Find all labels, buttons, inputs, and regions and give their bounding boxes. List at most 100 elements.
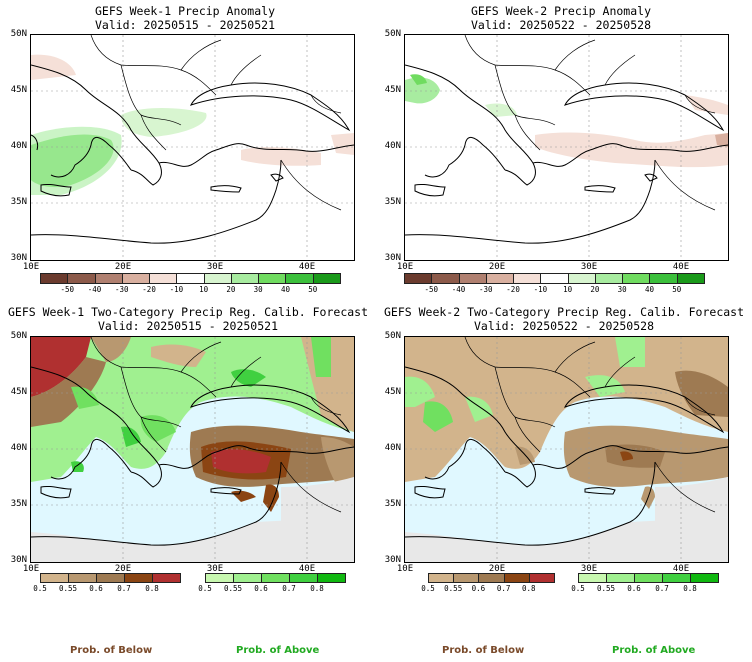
colorbar-tick-label: 10 [563, 285, 573, 294]
lat-label: 50N [10, 331, 27, 341]
panel-valid-dates: Valid: 20250515 - 20250521 [97, 319, 278, 333]
colorbar-swatch [233, 573, 262, 583]
colorbar-tick-label: 0.55 [58, 584, 78, 593]
below-colorbar [40, 573, 181, 583]
colorbar-tick-label: -20 [142, 285, 156, 294]
colorbar-tick-label: -30 [479, 285, 493, 294]
colorbar-tick-label: 50 [308, 285, 318, 294]
panel-title: GEFS Week-2 Precip Anomaly [470, 4, 651, 18]
above-colorbar-ticks: 0.5 0.55 0.6 0.7 0.8 [571, 584, 718, 594]
colorbar-tick-label: 0.5 [198, 584, 212, 593]
lat-label: 40N [384, 141, 401, 151]
colorbar-tick-label: -10 [533, 285, 548, 294]
colorbar-swatch [261, 573, 290, 583]
colorbar-swatch [540, 273, 569, 284]
colorbar-swatch [503, 573, 530, 583]
colorbar-swatch [513, 273, 542, 284]
colorbar-tick-label: 20 [226, 285, 236, 294]
colorbar-swatch [453, 573, 480, 583]
lon-label: 20E [114, 262, 132, 272]
lon-label: 20E [488, 262, 506, 272]
colorbar-tick-label: 30 [617, 285, 627, 294]
colorbar-tick-label: 0.6 [471, 584, 486, 593]
colorbar-tick-label: 0.55 [223, 584, 243, 593]
colorbar-tick-label: 10 [199, 285, 209, 294]
colorbar-tick-label: 0.7 [282, 584, 296, 593]
lat-label: 35N [10, 197, 27, 207]
colorbar-tick-label: 0.6 [254, 584, 268, 593]
lon-label: 30E [206, 262, 224, 272]
colorbar-swatch [622, 273, 651, 284]
anomaly-colorbar-ticks: -50 -40 -30 -20 -10 10 20 30 40 50 [404, 285, 704, 295]
lat-label: 45N [10, 85, 27, 95]
colorbar-tick-label: 0.5 [571, 584, 585, 593]
colorbar-swatch [40, 273, 69, 284]
colorbar-swatch [578, 573, 607, 583]
colorbar-swatch [40, 573, 69, 583]
panel-title: GEFS Week-1 Precip Anomaly [94, 4, 275, 18]
map-week1-anomaly [30, 34, 355, 261]
colorbar-tick-label: 0.55 [596, 584, 616, 593]
lon-label: 10E [396, 564, 414, 574]
colorbar-swatch [258, 273, 287, 284]
colorbar-swatch [634, 573, 663, 583]
lat-label: 50N [10, 29, 27, 39]
colorbar-tick-label: -50 [60, 285, 75, 294]
map-week1-category [30, 336, 355, 563]
colorbar-tick-label: 0.5 [421, 584, 435, 593]
colorbar-swatch [67, 273, 96, 284]
colorbar-swatch [478, 573, 505, 583]
colorbar-swatch [404, 273, 433, 284]
colorbar-swatch [121, 273, 151, 284]
colorbar-swatch [68, 573, 97, 583]
lon-label: 30E [580, 262, 598, 272]
lon-label: 10E [22, 262, 40, 272]
lat-label: 45N [10, 387, 27, 397]
lon-label: 30E [580, 564, 598, 574]
colorbar-swatch [230, 273, 260, 284]
colorbar-swatch [676, 273, 705, 284]
lat-label: 40N [384, 443, 401, 453]
panel-title: GEFS Week-2 Two-Category Precip Reg. Cal… [383, 305, 745, 319]
colorbar-swatch [176, 273, 205, 284]
below-colorbar [428, 573, 555, 583]
lat-label: 45N [384, 387, 401, 397]
lat-label: 45N [384, 85, 401, 95]
colorbar-tick-label: 0.7 [655, 584, 669, 593]
lat-label: 35N [384, 499, 401, 509]
map-week2-category [404, 336, 729, 563]
panel-valid-dates: Valid: 20250522 - 20250528 [470, 18, 651, 32]
colorbar-swatch [312, 273, 341, 284]
panel-week1-category: GEFS Week-1 Two-Category Precip Reg. Cal… [0, 300, 376, 600]
colorbar-tick-label: 40 [644, 285, 654, 294]
colorbar-swatch [485, 273, 515, 284]
lon-label: 40E [672, 564, 690, 574]
colorbar-swatch [606, 573, 635, 583]
colorbar-swatch [431, 273, 460, 284]
panel-week2-category: GEFS Week-2 Two-Category Precip Reg. Cal… [376, 300, 752, 600]
lat-label: 40N [10, 443, 27, 453]
above-colorbar [205, 573, 346, 583]
lat-label: 35N [384, 197, 401, 207]
colorbar-tick-label: -40 [451, 285, 466, 294]
colorbar-tick-label: 0.7 [496, 584, 511, 593]
below-colorbar-ticks: 0.5 0.55 0.6 0.7 0.8 [33, 584, 180, 594]
colorbar-swatch [690, 573, 719, 583]
lon-label: 20E [114, 564, 132, 574]
lat-label: 30N [384, 253, 401, 263]
colorbar-tick-label: 0.8 [145, 584, 159, 593]
lon-label: 10E [396, 262, 414, 272]
colorbar-swatch [317, 573, 346, 583]
above-colorbar-ticks: 0.5 0.55 0.6 0.7 0.8 [198, 584, 345, 594]
colorbar-swatch [149, 273, 178, 284]
anomaly-colorbar-ticks: -50 -40 -30 -20 -10 10 20 30 40 50 [40, 285, 340, 295]
colorbar-swatch [594, 273, 624, 284]
prob-above-label: Prob. of Above [612, 645, 696, 656]
lat-label: 30N [10, 555, 27, 565]
colorbar-swatch [528, 573, 555, 583]
lon-label: 40E [672, 262, 690, 272]
lon-label: 30E [206, 564, 224, 574]
lat-label: 35N [10, 499, 27, 509]
colorbar-swatch [285, 273, 314, 284]
colorbar-tick-label: -50 [424, 285, 439, 294]
